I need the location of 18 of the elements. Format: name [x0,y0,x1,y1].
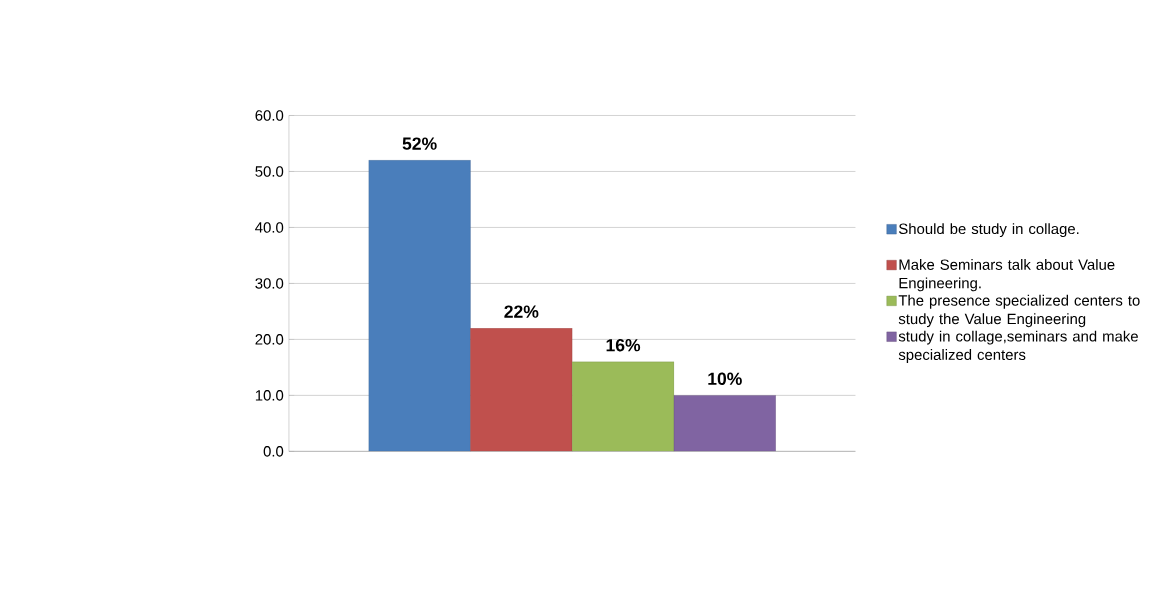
legend-label: Make Seminars talk about Value Engineering. [899,258,1115,292]
y-tick-label: 30.0 [255,278,284,289]
legend-label: study in collage,seminars and make specialized centers [898,330,1138,363]
data-label: 22% [504,305,539,318]
y-tick-label: 0.0 [263,445,284,457]
data-label: 10% [708,372,742,385]
data-label: 16% [606,338,641,352]
y-tick-label: 10.0 [255,390,284,401]
bar [368,159,471,452]
y-tick-label: 20.0 [255,334,284,345]
bar [572,361,675,452]
data-label: 52% [402,137,437,150]
y-tick-label: 50.0 [255,166,284,177]
y-tick-label: 40.0 [255,222,284,233]
y-tick-label: 60.0 [255,110,284,121]
legend-label: Should be study in collage. [898,223,1079,237]
bar [470,327,573,452]
bar [673,395,776,452]
